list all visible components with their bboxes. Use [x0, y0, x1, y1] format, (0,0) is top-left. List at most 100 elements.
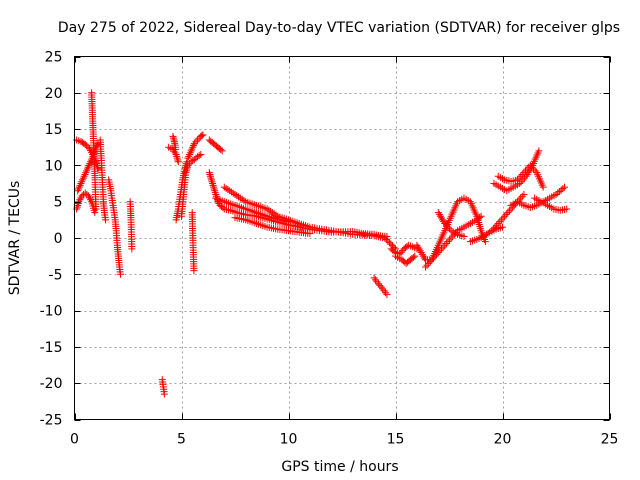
data-point — [377, 283, 385, 291]
data-point — [504, 209, 512, 217]
data-point — [190, 267, 198, 275]
data-point — [80, 172, 88, 180]
data-point — [84, 163, 92, 171]
data-point — [447, 234, 455, 242]
data-point — [559, 185, 567, 193]
data-point — [415, 245, 423, 253]
data-point — [481, 238, 489, 246]
data-point — [211, 189, 219, 197]
data-point — [272, 211, 280, 219]
data-point — [190, 156, 198, 164]
data-point — [531, 167, 539, 175]
data-point — [446, 225, 454, 233]
data-point — [520, 190, 528, 198]
data-point — [554, 189, 562, 197]
chart-title: Day 275 of 2022, Sidereal Day-to-day VTE… — [58, 20, 620, 36]
data-point — [426, 258, 434, 266]
data-point — [442, 221, 450, 229]
data-point — [517, 194, 525, 202]
data-point — [441, 219, 449, 227]
data-point — [236, 194, 244, 202]
data-point — [435, 210, 443, 218]
data-point — [397, 248, 405, 256]
data-point — [425, 259, 433, 267]
data-point — [87, 158, 95, 166]
x-tick-label: 20 — [494, 432, 512, 448]
data-point — [190, 141, 198, 149]
data-point — [91, 209, 99, 217]
y-tick-label: -25 — [40, 413, 63, 429]
data-point — [219, 204, 227, 212]
data-point — [83, 167, 91, 175]
data-point — [209, 181, 217, 189]
data-point — [83, 142, 91, 150]
data-series — [169, 132, 180, 153]
data-point — [420, 254, 428, 262]
data-point — [518, 170, 526, 178]
data-point — [76, 181, 84, 189]
data-series — [392, 252, 419, 267]
data-point — [231, 190, 239, 198]
data-point — [414, 243, 422, 251]
data-point — [489, 225, 497, 233]
data-point — [270, 210, 278, 218]
data-point — [81, 140, 89, 148]
y-tick-label: 15 — [45, 122, 63, 138]
data-point — [74, 187, 82, 195]
data-point — [438, 214, 446, 222]
data-point — [502, 210, 510, 218]
data-point — [499, 214, 507, 222]
data-point — [513, 176, 521, 184]
data-point — [522, 167, 530, 175]
data-point — [530, 165, 538, 173]
data-series — [231, 214, 314, 238]
x-tick-label: 0 — [70, 432, 79, 448]
data-point — [173, 154, 181, 162]
y-tick-label: -10 — [40, 304, 63, 320]
data-point — [205, 169, 213, 177]
data-point — [218, 147, 226, 155]
data-series — [126, 198, 136, 253]
data-series — [507, 183, 569, 212]
data-point — [416, 247, 424, 255]
data-point — [174, 156, 182, 164]
data-point — [75, 183, 83, 191]
data-series — [205, 136, 226, 155]
data-point — [217, 146, 225, 154]
x-tick-label: 15 — [387, 432, 405, 448]
data-point — [82, 169, 90, 177]
data-point — [418, 250, 426, 258]
data-point — [413, 241, 421, 249]
data-point — [197, 151, 205, 159]
data-point — [306, 230, 314, 238]
data-point — [78, 178, 86, 186]
data-point — [376, 281, 384, 289]
data-point — [267, 207, 275, 215]
data-point — [526, 161, 534, 169]
data-point — [439, 216, 447, 224]
data-point — [516, 180, 524, 188]
data-point — [81, 170, 89, 178]
data-point — [174, 158, 182, 166]
y-tick-label: 0 — [54, 231, 63, 247]
data-point — [552, 190, 560, 198]
data-point — [438, 245, 446, 253]
data-point — [385, 239, 393, 247]
data-point — [186, 151, 194, 159]
data-point — [206, 172, 214, 180]
data-point — [173, 152, 181, 160]
data-point — [207, 174, 215, 182]
data-point — [188, 145, 196, 153]
axis-ticks: 0 5 10 15 20 25 -25 -20 -15 -10 -5 0 5 10 15 20 25 — [40, 50, 619, 448]
data-point — [169, 132, 177, 140]
y-tick-label: -5 — [49, 267, 63, 283]
data-marks — [73, 89, 571, 398]
data-point — [444, 238, 452, 246]
data-series — [494, 161, 547, 191]
grid-lines — [74, 56, 610, 420]
data-point — [102, 216, 110, 224]
data-point — [515, 196, 523, 204]
data-point — [263, 205, 271, 213]
data-point — [509, 203, 517, 211]
data-point — [233, 192, 241, 200]
